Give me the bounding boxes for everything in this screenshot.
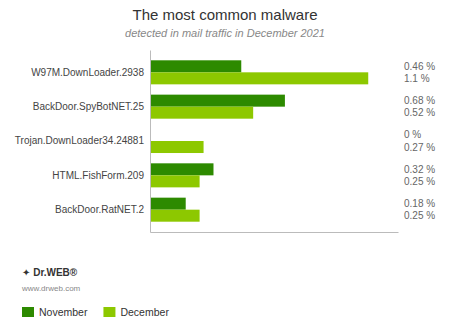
legend-label: December — [120, 306, 169, 318]
data-label: 0.68 % — [404, 95, 435, 106]
bar-series — [150, 72, 368, 221]
legend-swatch — [103, 307, 115, 317]
bar — [150, 198, 186, 210]
legend: November December — [22, 306, 169, 318]
bars — [150, 60, 368, 221]
data-label: 0.18 % — [404, 198, 435, 209]
data-label: 1.1 % — [404, 73, 430, 84]
y-tick: Trojan.DownLoader34.24881 — [15, 135, 145, 146]
bar — [150, 60, 241, 72]
y-axis-line — [150, 51, 151, 233]
annotation: ✦ Dr.WEB® — [22, 267, 78, 278]
bar — [150, 210, 200, 222]
y-axis: W97M.DownLoader.2938 BackDoor.SpyBotNET.2… — [15, 51, 151, 233]
y-tick: BackDoor.RatNET.2 — [55, 204, 144, 215]
bar — [150, 175, 200, 187]
data-label: 0.25 % — [404, 210, 435, 221]
bar — [150, 141, 204, 153]
y-tick-label: HTML.FishForm.209 — [52, 170, 144, 181]
plot: W97M.DownLoader.2938 BackDoor.SpyBotNET.2… — [15, 51, 435, 233]
x-axis — [151, 232, 399, 233]
data-labels: 0.46 % 0.68 % 0 % 0.32 % 0.18 % 1.1 % 0.52 % 0.… — [404, 61, 435, 221]
y-tick-label: W97M.DownLoader.2938 — [31, 67, 144, 78]
data-label: 0 % — [404, 129, 421, 140]
data-label: 0.32 % — [404, 164, 435, 175]
data-label: 0.52 % — [404, 107, 435, 118]
legend-item: December — [103, 306, 169, 318]
legend-label: November — [39, 306, 88, 318]
y-tick-label: BackDoor.SpyBotNET.25 — [33, 101, 145, 112]
legend-item: November — [22, 306, 88, 318]
x-axis-line — [151, 232, 399, 233]
y-tick: HTML.FishForm.209 — [52, 170, 144, 181]
y-tick: W97M.DownLoader.2938 — [31, 67, 144, 78]
y-tick-label: Trojan.DownLoader34.24881 — [15, 135, 145, 146]
chart: The most common malware detected in mail … — [0, 0, 450, 332]
subtitle: detected in mail traffic in December 202… — [125, 27, 325, 39]
data-label: 0.25 % — [404, 176, 435, 187]
bar — [150, 107, 253, 119]
data-label: 0.46 % — [404, 61, 435, 72]
bar — [150, 95, 285, 107]
y-tick-label: BackDoor.RatNET.2 — [55, 204, 144, 215]
bar — [150, 72, 368, 84]
y-tick: BackDoor.SpyBotNET.25 — [33, 101, 145, 112]
annotation: www.drweb.com — [21, 284, 81, 293]
data-label: 0.27 % — [404, 142, 435, 153]
legend-swatch — [22, 307, 34, 317]
title: The most common malware — [132, 6, 317, 23]
bar — [150, 163, 213, 175]
